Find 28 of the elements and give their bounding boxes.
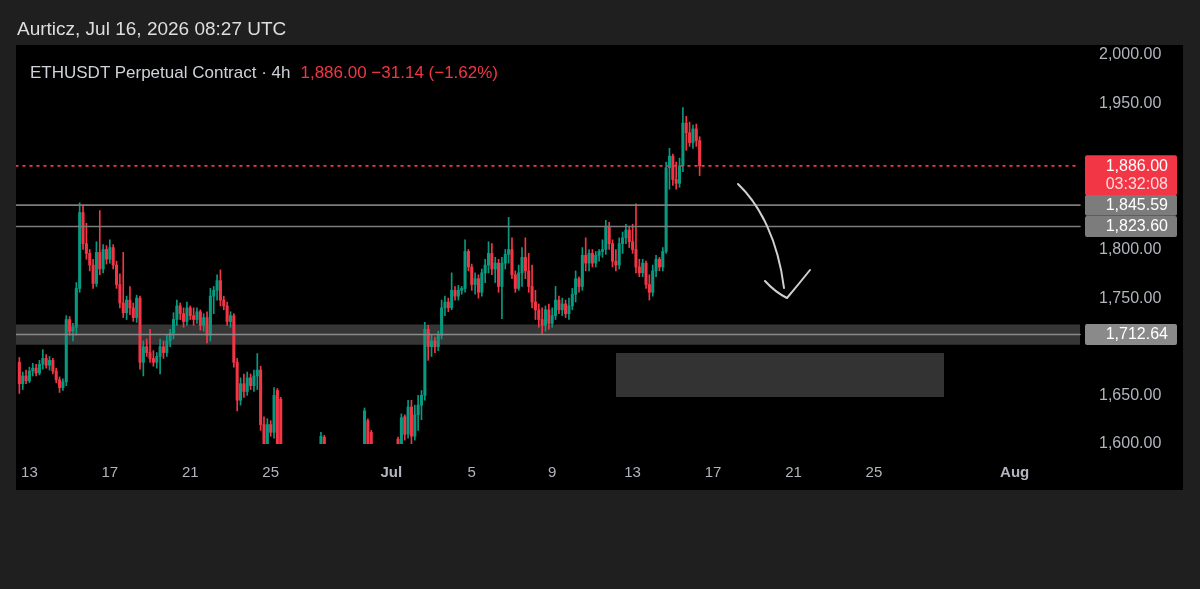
text: ETHUSDT Perpetual Contract · 4h xyxy=(30,63,291,82)
x-tick-label: Jul xyxy=(380,463,403,481)
x-tick-label: 17 xyxy=(101,463,119,481)
ref-line-label: 1,712.64 xyxy=(1105,325,1169,343)
y-tick-label: 1,650.00 xyxy=(1099,385,1162,403)
ref-line-label: 1,823.60 xyxy=(1105,217,1169,235)
x-tick-label: 13 xyxy=(624,463,641,481)
x-tick-label: 9 xyxy=(548,463,557,481)
text: 03:32:08 xyxy=(1105,175,1169,193)
x-tick-label: 17 xyxy=(704,463,722,481)
y-tick-label: 2,000.00 xyxy=(1099,45,1162,63)
x-tick-label: 5 xyxy=(467,463,476,481)
x-tick-label: 25 xyxy=(865,463,883,481)
x-tick-label: 13 xyxy=(21,463,38,481)
x-tick-label: 21 xyxy=(785,463,802,481)
candlestick xyxy=(148,328,152,363)
ref-line-label: 1,886.00 xyxy=(1105,156,1169,174)
x-tick-label: 21 xyxy=(181,463,199,481)
y-tick-label: 1,600.00 xyxy=(1099,434,1162,452)
candlestick xyxy=(493,256,497,283)
ref-line-label: 1,845.59 xyxy=(1105,196,1169,214)
y-tick-label: 1,750.00 xyxy=(1099,288,1162,306)
x-tick-label: Aug xyxy=(1000,463,1030,481)
text: 1,886.00 −31.14 (−1.62%) xyxy=(300,63,499,82)
x-tick-label: 25 xyxy=(262,463,280,481)
y-tick-label: 1,950.00 xyxy=(1099,94,1162,112)
text: Aurticz, Jul 16, 2026 08:27 UTC xyxy=(17,17,287,41)
y-tick-label: 1,800.00 xyxy=(1099,239,1162,257)
